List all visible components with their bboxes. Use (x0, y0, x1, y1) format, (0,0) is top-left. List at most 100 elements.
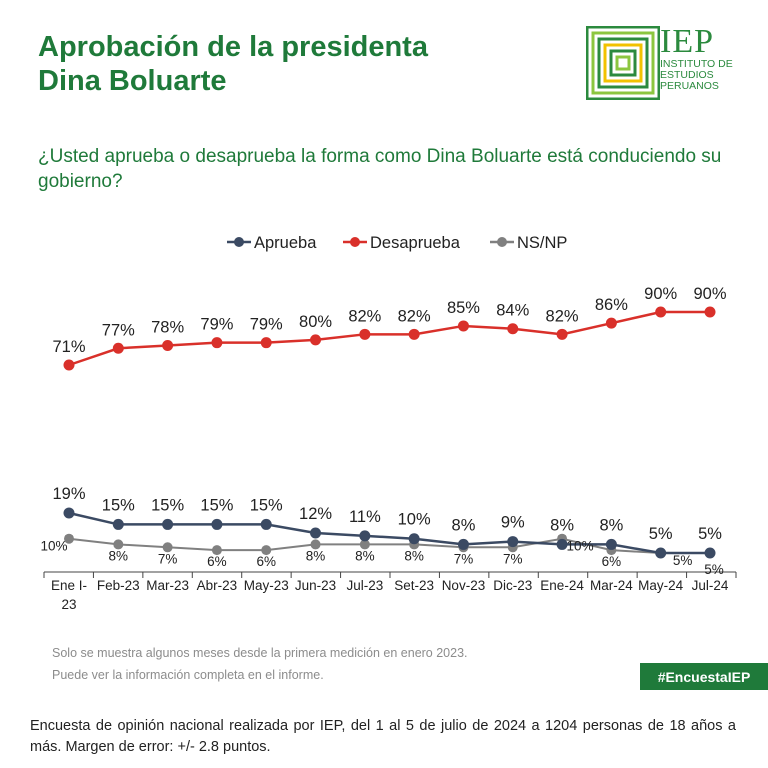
x-tick-label: Ene I- (51, 578, 87, 593)
x-tick-label: 23 (61, 597, 76, 612)
nsnp-data-label: 8% (306, 548, 326, 563)
aprueba-point (507, 536, 519, 548)
hashtag-badge: #EncuestaIEP (640, 663, 768, 690)
nsnp-data-label: 7% (158, 551, 178, 566)
aprueba-point (63, 507, 75, 519)
desaprueba-data-label: 80% (299, 313, 332, 331)
nsnp-point (162, 542, 173, 553)
x-tick-label: Abr-23 (197, 578, 238, 593)
nsnp-data-label: 6% (256, 554, 276, 569)
logo-name: IEP (660, 23, 714, 60)
desaprueba-point (408, 328, 420, 340)
nsnp-data-label: 6% (602, 554, 622, 569)
desaprueba-data-label: 79% (200, 316, 233, 334)
aprueba-point (310, 527, 322, 539)
footnote: Solo se muestra algunos meses desde la p… (52, 642, 612, 686)
footnote-line-2: Puede ver la información completa en el … (52, 668, 324, 682)
x-tick-label: Dic-23 (493, 578, 532, 593)
aprueba-data-label: 9% (501, 514, 525, 532)
desaprueba-data-label: 84% (496, 302, 529, 320)
x-tick-label: Mar-24 (590, 578, 633, 593)
desaprueba-data-label: 77% (102, 321, 135, 339)
nsnp-data-label: 8% (355, 548, 375, 563)
desaprueba-point (112, 342, 124, 354)
title-line-2: Dina Boluarte (38, 65, 227, 97)
nsnp-point (261, 545, 272, 556)
x-tick-label: Jul-23 (346, 578, 383, 593)
nsnp-data-label: 8% (404, 548, 424, 563)
aprueba-data-label: 15% (200, 496, 233, 514)
desaprueba-point (211, 337, 223, 349)
nsnp-data-label: 10% (40, 539, 67, 554)
desaprueba-point (655, 306, 667, 318)
desaprueba-point (359, 328, 371, 340)
desaprueba-point (310, 334, 322, 346)
legend-nsnp-label: NS/NP (517, 234, 567, 252)
x-tick-label: May-23 (244, 578, 289, 593)
desaprueba-point (556, 328, 568, 340)
aprueba-data-label: 5% (698, 525, 722, 543)
survey-question: ¿Usted aprueba o desaprueba la forma com… (38, 146, 722, 192)
desaprueba-data-label: 78% (151, 318, 184, 336)
desaprueba-point (260, 337, 272, 349)
legend-aprueba-label: Aprueba (254, 234, 317, 252)
nsnp-point (359, 539, 370, 550)
desaprueba-data-label: 71% (52, 338, 85, 356)
iep-logo-icon (586, 26, 660, 100)
desaprueba-point (63, 359, 75, 371)
desaprueba-data-label: 82% (546, 307, 579, 325)
aprueba-point (112, 518, 124, 530)
legend-aprueba-marker (234, 237, 244, 247)
x-tick-label: May-24 (638, 578, 684, 593)
legend-desaprueba-marker (350, 237, 360, 247)
aprueba-data-label: 15% (151, 496, 184, 514)
aprueba-data-label: 8% (550, 516, 574, 534)
aprueba-point (408, 533, 420, 545)
x-tick-label: Ene-24 (540, 578, 584, 593)
nsnp-data-label: 10% (567, 539, 594, 554)
aprueba-point (655, 547, 667, 559)
nsnp-data-label: 5% (704, 562, 724, 577)
desaprueba-data-label: 82% (348, 307, 381, 325)
desaprueba-point (704, 306, 716, 318)
x-tick-label: Feb-23 (97, 578, 140, 593)
aprueba-point (260, 518, 272, 530)
chart-title: Aprobación de la presidenta Dina Boluart… (38, 30, 558, 98)
aprueba-data-label: 11% (349, 508, 381, 526)
desaprueba-line (68, 310, 710, 367)
title-line-1: Aprobación de la presidenta (38, 31, 428, 63)
aprueba-line (68, 511, 710, 555)
nsnp-data-label: 7% (503, 551, 523, 566)
nsnp-point (211, 545, 222, 556)
desaprueba-data-label: 82% (398, 307, 431, 325)
desaprueba-data-label: 85% (447, 299, 480, 317)
aprueba-point (211, 518, 223, 530)
nsnp-point (113, 539, 124, 550)
desaprueba-point (162, 339, 174, 351)
aprueba-data-label: 5% (649, 525, 673, 543)
desaprueba-data-label: 86% (595, 296, 628, 314)
desaprueba-point (605, 317, 617, 329)
aprueba-data-label: 12% (299, 505, 332, 523)
nsnp-line (68, 537, 710, 554)
x-tick-label: Nov-23 (442, 578, 486, 593)
nsnp-data-label: 8% (109, 548, 129, 563)
aprueba-point (457, 538, 469, 550)
nsnp-point (310, 539, 321, 550)
iep-logo: IEP INSTITUTO DE ESTUDIOS PERUANOS (586, 23, 746, 102)
aprueba-data-label: 8% (599, 516, 623, 534)
aprueba-data-label: 19% (52, 485, 85, 503)
desaprueba-data-label: 79% (250, 316, 283, 334)
nsnp-data-label: 7% (454, 551, 474, 566)
aprueba-data-label: 8% (452, 516, 476, 534)
x-tick-label: Jul-24 (692, 578, 729, 593)
aprueba-data-label: 15% (250, 496, 283, 514)
desaprueba-point (457, 320, 469, 332)
legend-nsnp-marker (497, 237, 507, 247)
aprueba-point (704, 547, 716, 559)
line-chart: Ene I- 23 Feb-23 Mar-23 Abr-23 May-23 Jun-23 Ju… (40, 234, 737, 612)
nsnp-data-label: 6% (207, 554, 227, 569)
desaprueba-data-label: 90% (693, 285, 726, 303)
aprueba-point (556, 538, 568, 550)
nsnp-point (64, 533, 74, 544)
